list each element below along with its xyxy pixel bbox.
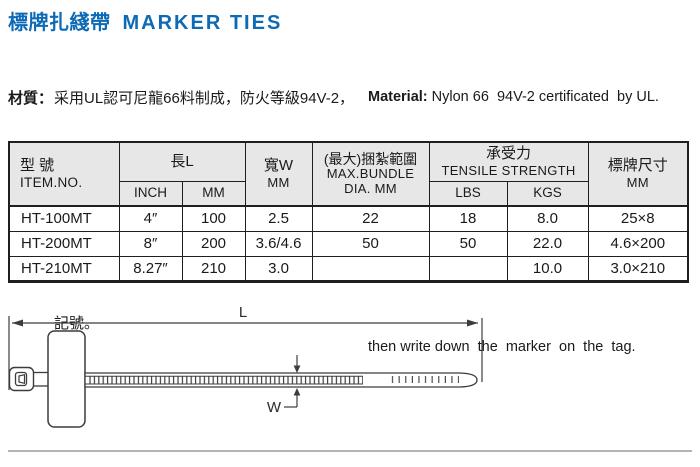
material-label-zh: 材質： <box>8 90 54 107</box>
width-zh: 寬W <box>263 157 294 175</box>
tensile-en: TENSILE STRENGTH <box>441 163 576 178</box>
table-row: HT-210MT 8.27″ 210 3.0 10.0 3.0×210 <box>8 255 689 282</box>
tie-head-slot <box>14 371 28 387</box>
col-header-length: 長L <box>118 141 246 182</box>
cell-width: 2.5 <box>244 205 313 232</box>
width-unit: MM <box>267 175 290 191</box>
cell-length-mm: 200 <box>181 230 246 257</box>
material-text-en: Nylon 66 94V-2 certificated by UL. <box>427 89 659 105</box>
cell-kgs: 10.0 <box>506 255 589 282</box>
usage-line2-en: then write down the marker on the tag. <box>368 335 698 360</box>
table-row: HT-100MT 4″ 100 2.5 22 18 8.0 25×8 <box>8 205 689 232</box>
cell-lbs: 18 <box>428 205 508 232</box>
tag-size-unit: MM <box>626 175 649 191</box>
bundle-zh: (最大)捆紮範圍 <box>323 151 418 168</box>
cell-tag-size: 25×8 <box>587 205 689 232</box>
strap-serration <box>87 376 363 384</box>
material-label-en: Material: <box>368 89 428 105</box>
right-arrowhead-icon <box>467 319 478 327</box>
bundle-en1: MAX.BUNDLE <box>326 166 415 182</box>
width-dimension-label: W <box>267 399 282 416</box>
col-header-tensile: 承受力 TENSILE STRENGTH <box>428 141 589 182</box>
cable-tie-drawing: L W <box>8 304 483 428</box>
width-lower-arrowhead-icon <box>293 388 301 396</box>
cell-length-inch: 4″ <box>118 205 183 232</box>
strap-tail-ticks <box>391 376 459 383</box>
bottom-divider <box>8 450 692 452</box>
usage-text2-en: then write down the marker on the tag. <box>368 339 636 355</box>
left-arrowhead-icon <box>12 319 23 327</box>
page-title-en: MARKER TIES <box>122 12 283 34</box>
cell-length-inch: 8″ <box>118 230 183 257</box>
tie-head-pawl <box>18 373 26 385</box>
material-text-zh: 采用UL認可尼龍66料制成，防火等級94V-2， <box>54 90 355 107</box>
col-header-lbs: LBS <box>428 180 508 207</box>
cell-lbs: 50 <box>428 230 508 257</box>
cell-kgs: 8.0 <box>506 205 589 232</box>
cell-length-mm: 210 <box>181 255 246 282</box>
material-line-en: Material: Nylon 66 94V-2 certificated by… <box>368 85 698 110</box>
cell-lbs <box>428 255 508 282</box>
spec-table: 型 號 ITEM.NO. 長L 寬W MM (最大)捆紮範圍 MAX.BUNDL… <box>8 141 690 283</box>
cell-max-bundle: 50 <box>311 230 430 257</box>
cell-item-no: HT-200MT <box>8 230 120 257</box>
cell-width: 3.0 <box>244 255 313 282</box>
length-zh: 長L <box>170 152 194 170</box>
marker-tag-plate <box>47 330 86 428</box>
width-upper-arrowhead-icon <box>293 365 301 373</box>
col-header-item-no: 型 號 ITEM.NO. <box>8 141 120 207</box>
cell-item-no: HT-210MT <box>8 255 120 282</box>
page-title-zh: 標牌扎綫帶 <box>8 12 111 34</box>
bundle-en2: DIA. MM <box>344 181 397 197</box>
material-line-zh: 材質：采用UL認可尼龍66料制成，防火等級94V-2， <box>8 86 364 111</box>
cell-length-inch: 8.27″ <box>118 255 183 282</box>
col-header-inch: INCH <box>118 180 183 207</box>
cell-tag-size: 4.6×200 <box>587 230 689 257</box>
col-header-mm: MM <box>181 180 246 207</box>
col-header-max-bundle: (最大)捆紮範圍 MAX.BUNDLE DIA. MM <box>311 141 430 207</box>
item-no-zh: 型 號 <box>20 156 55 174</box>
cell-item-no: HT-100MT <box>8 205 120 232</box>
spec-table-header: 型 號 ITEM.NO. 長L 寬W MM (最大)捆紮範圍 MAX.BUNDL… <box>8 141 689 207</box>
col-header-kgs: KGS <box>506 180 589 207</box>
cable-tie-diagram: L W <box>0 290 700 450</box>
cell-tag-size: 3.0×210 <box>587 255 689 282</box>
col-header-width: 寬W MM <box>244 141 313 207</box>
table-row: HT-200MT 8″ 200 3.6/4.6 50 50 22.0 4.6×2… <box>8 230 689 257</box>
tensile-zh: 承受力 <box>486 145 532 162</box>
length-dimension-label: L <box>239 304 247 321</box>
tie-head <box>8 366 35 392</box>
item-no-en: ITEM.NO. <box>20 174 83 190</box>
cell-kgs: 22.0 <box>506 230 589 257</box>
cell-width: 3.6/4.6 <box>244 230 313 257</box>
tag-size-zh: 標牌尺寸 <box>607 157 668 175</box>
page-title: 標牌扎綫帶 MARKER TIES <box>8 6 282 35</box>
cell-max-bundle: 22 <box>311 205 430 232</box>
cell-max-bundle <box>311 255 430 282</box>
col-header-tag-size: 標牌尺寸 MM <box>587 141 689 207</box>
cell-length-mm: 100 <box>181 205 246 232</box>
